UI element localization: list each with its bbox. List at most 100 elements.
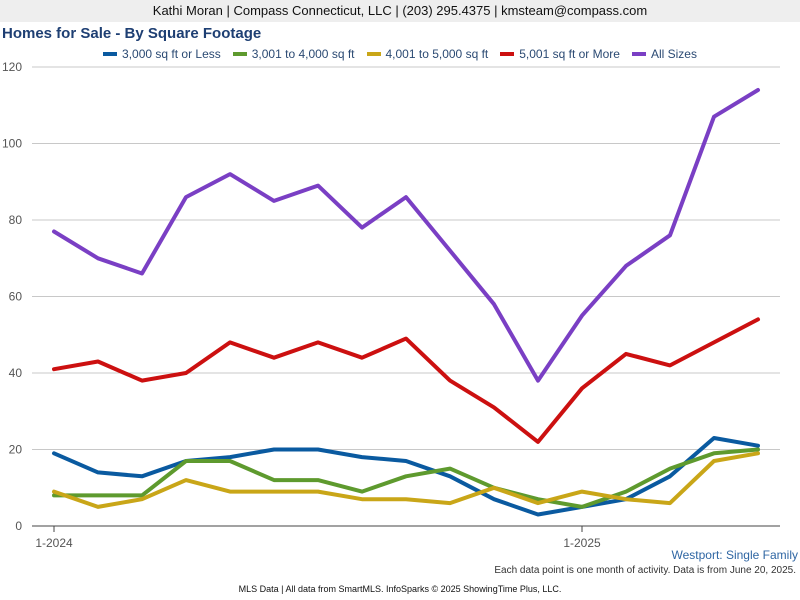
data-point xyxy=(492,486,496,490)
data-point xyxy=(140,497,144,501)
data-point xyxy=(668,467,672,471)
data-point xyxy=(448,467,452,471)
y-tick-label: 100 xyxy=(2,137,22,151)
data-point xyxy=(228,459,232,463)
data-point xyxy=(52,367,56,371)
data-point xyxy=(360,497,364,501)
x-tick-label: 1-2025 xyxy=(563,536,601,548)
series-line-5 xyxy=(52,88,760,383)
data-point xyxy=(756,451,760,455)
series-lines xyxy=(52,88,760,517)
y-tick-label: 40 xyxy=(9,366,23,380)
data-point xyxy=(96,256,100,260)
data-point xyxy=(448,379,452,383)
data-point xyxy=(272,356,276,360)
data-point xyxy=(448,501,452,505)
axes: 0 20 40 60 80 100 120 1-2024 1-2025 xyxy=(2,60,601,548)
data-point xyxy=(96,470,100,474)
data-point xyxy=(404,497,408,501)
data-point xyxy=(184,195,188,199)
data-point xyxy=(140,272,144,276)
data-point xyxy=(52,451,56,455)
data-point xyxy=(96,505,100,509)
data-point xyxy=(492,302,496,306)
series-line-4 xyxy=(52,317,760,444)
data-point xyxy=(712,451,716,455)
data-point xyxy=(360,455,364,459)
data-point xyxy=(536,379,540,383)
legend-label: 4,001 to 5,000 sq ft xyxy=(385,47,489,61)
y-tick-label: 60 xyxy=(9,290,23,304)
data-point xyxy=(492,405,496,409)
data-point xyxy=(580,505,584,509)
data-point xyxy=(228,172,232,176)
data-point xyxy=(404,459,408,463)
data-point xyxy=(668,363,672,367)
contact-text: Kathi Moran | Compass Connecticut, LLC |… xyxy=(152,3,648,18)
legend-item: 5,001 sq ft or More xyxy=(500,45,620,63)
data-point xyxy=(96,493,100,497)
data-note: Each data point is one month of activity… xyxy=(494,565,796,576)
legend-swatch xyxy=(232,52,247,56)
contact-bar: Kathi Moran | Compass Connecticut, LLC |… xyxy=(0,0,800,22)
data-point xyxy=(184,459,188,463)
legend-label: 3,001 to 4,000 sq ft xyxy=(251,47,355,61)
data-point xyxy=(580,490,584,494)
chart-title: Homes for Sale - By Square Footage xyxy=(2,25,262,42)
data-point xyxy=(96,360,100,364)
data-point xyxy=(316,448,320,452)
data-point xyxy=(580,386,584,390)
data-point xyxy=(624,264,628,268)
data-point xyxy=(668,233,672,237)
legend-item: All Sizes xyxy=(631,45,697,63)
data-point xyxy=(272,199,276,203)
data-point xyxy=(536,513,540,517)
legend-item: 4,001 to 5,000 sq ft xyxy=(366,45,489,63)
legend-item: 3,000 sq ft or Less xyxy=(103,45,221,63)
legend-swatch xyxy=(500,52,515,56)
data-point xyxy=(492,497,496,501)
data-point xyxy=(756,317,760,321)
legend-swatch xyxy=(366,52,381,56)
grid-lines xyxy=(32,66,780,527)
data-point xyxy=(228,340,232,344)
data-point xyxy=(624,497,628,501)
credit-line: MLS Data | All data from SmartMLS. InfoS… xyxy=(238,584,562,594)
data-point xyxy=(712,340,716,344)
data-point xyxy=(140,474,144,478)
data-point xyxy=(404,337,408,341)
region-label: Westport: Single Family xyxy=(671,548,799,562)
legend-swatch xyxy=(631,52,646,56)
legend-swatch xyxy=(103,52,118,56)
data-point xyxy=(624,490,628,494)
data-point xyxy=(228,455,232,459)
data-point xyxy=(272,478,276,482)
y-tick-label: 120 xyxy=(2,60,22,74)
x-tick-label: 1-2024 xyxy=(35,536,73,548)
data-point xyxy=(712,459,716,463)
data-point xyxy=(712,115,716,119)
data-point xyxy=(404,474,408,478)
y-tick-label: 80 xyxy=(9,213,23,227)
data-point xyxy=(756,88,760,92)
line-chart: 0 20 40 60 80 100 120 1-2024 1-2025 xyxy=(2,60,780,548)
data-point xyxy=(52,490,56,494)
legend-label: 3,000 sq ft or Less xyxy=(122,47,221,61)
data-point xyxy=(272,448,276,452)
data-point xyxy=(624,352,628,356)
data-point xyxy=(316,340,320,344)
series-line-3 xyxy=(52,451,760,509)
data-point xyxy=(140,379,144,383)
data-point xyxy=(668,501,672,505)
data-point xyxy=(272,490,276,494)
legend-item: 3,001 to 4,000 sq ft xyxy=(232,45,355,63)
data-point xyxy=(184,478,188,482)
data-point xyxy=(360,226,364,230)
chart-legend: 3,000 sq ft or Less 3,001 to 4,000 sq ft 4… xyxy=(0,45,800,63)
data-point xyxy=(404,195,408,199)
data-point xyxy=(536,501,540,505)
data-point xyxy=(316,184,320,188)
data-point xyxy=(712,436,716,440)
data-point xyxy=(184,371,188,375)
data-point xyxy=(228,490,232,494)
